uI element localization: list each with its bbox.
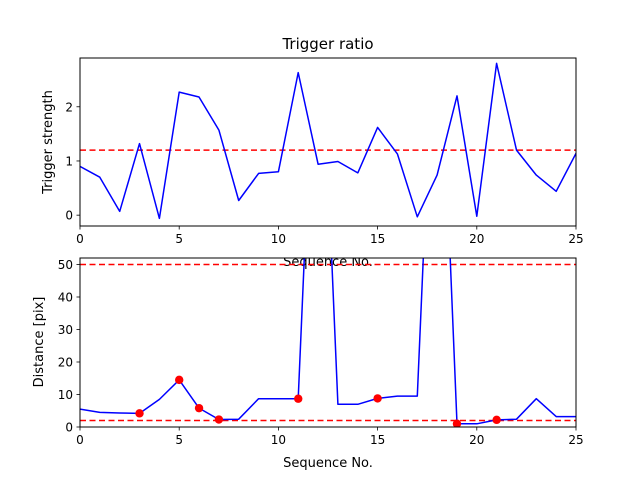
- x-tick-label: 25: [568, 433, 583, 447]
- x-tick-label: 10: [271, 433, 286, 447]
- y-tick-label: 50: [58, 258, 73, 272]
- y-tick-label: 10: [58, 388, 73, 402]
- distance-chart: 0 5 10 15 20 25 0 10 20 30 40 50 Distance [pix] Seq…: [32, 252, 584, 471]
- y-tick-label: 1: [65, 154, 73, 168]
- y-tick-label: 0: [65, 421, 73, 435]
- data-point: [294, 394, 303, 403]
- data-point: [175, 375, 184, 385]
- data-point: [194, 403, 204, 413]
- data-point: [492, 415, 501, 425]
- y-tick-label: 30: [58, 323, 73, 337]
- data-point: [135, 409, 144, 418]
- data-point: [452, 419, 462, 427]
- x-tick-label: 20: [469, 232, 484, 246]
- x-axis-label: Sequence No.: [283, 255, 373, 270]
- plot-frame: [79, 257, 577, 428]
- x-tick-label: 15: [370, 433, 385, 447]
- label-overlap-mask: [200, 252, 460, 258]
- y-axis-label: Trigger strength: [41, 90, 56, 195]
- x-tick-label: 20: [469, 433, 484, 447]
- x-tick-label: 25: [568, 232, 583, 246]
- x-tick-label: 15: [370, 232, 385, 246]
- x-tick-label: 5: [175, 232, 183, 246]
- y-axis-label: Distance [pix]: [32, 297, 47, 388]
- x-tick-label: 5: [175, 433, 183, 447]
- y-tick-label: 2: [65, 100, 73, 114]
- trigger-ratio-chart: Trigger ratio 0 5 10 15 20 25 0 1 2 Trigger stre…: [41, 35, 584, 270]
- data-point: [214, 415, 224, 424]
- series-line: [80, 62, 576, 220]
- x-tick-label: 0: [76, 232, 84, 246]
- y-tick-label: 0: [65, 209, 73, 223]
- chart-title: Trigger ratio: [281, 35, 373, 53]
- y-tick-label: 40: [58, 291, 73, 305]
- x-tick-label: 10: [271, 232, 286, 246]
- y-tick-label: 20: [58, 356, 73, 370]
- plot-frame: [79, 57, 577, 227]
- x-axis-label: Sequence No.: [283, 456, 373, 471]
- x-tick-label: 0: [76, 433, 84, 447]
- data-point: [373, 394, 382, 403]
